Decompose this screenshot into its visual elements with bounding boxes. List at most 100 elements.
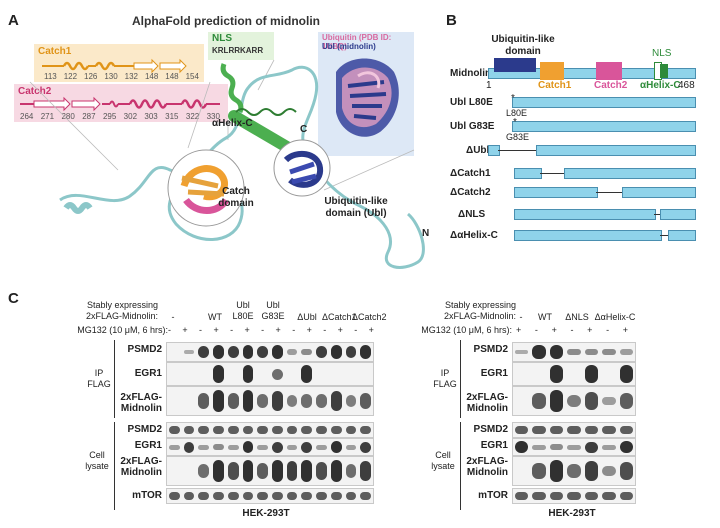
blot-band — [286, 349, 298, 355]
right-lys-psmd2-label: PSMD2 — [473, 424, 508, 435]
blot-band — [360, 345, 371, 359]
blot-band — [272, 492, 283, 500]
right-mg132-signs: + - + - + - + — [516, 325, 628, 335]
blot-band — [213, 365, 224, 383]
right-lysate-bracket — [460, 422, 465, 510]
right-blot-lys-egr1 — [512, 438, 636, 456]
blot-band — [183, 492, 195, 500]
row-name-delta-helix: ΔαHelix-C — [450, 230, 498, 241]
left-blot-ip-psmd2 — [166, 342, 374, 362]
left-mg132-signs: - + - + - + - + - + - + - + — [168, 325, 374, 335]
c-terminus-label: C — [300, 124, 308, 135]
sign: + — [516, 325, 522, 335]
blot-band — [316, 492, 327, 500]
blot-band — [602, 444, 616, 450]
blot-band — [242, 365, 254, 383]
left-lys-mtor-label: mTOR — [132, 490, 162, 501]
nls-inset: NLS KRLRRKARR — [208, 32, 274, 60]
sign: + — [244, 325, 250, 335]
blot-band — [242, 345, 254, 359]
catch2-tick: 302 — [123, 112, 138, 121]
blot-band — [213, 345, 224, 359]
blot-band — [549, 389, 564, 413]
blot-band — [286, 395, 298, 407]
catch2-ticks: 264 271 280 287 295 302 303 315 322 330 — [20, 112, 220, 121]
blot-band — [567, 464, 581, 478]
l80e-mut-label: L80E — [506, 108, 528, 118]
blot-band — [584, 426, 599, 434]
sign: + — [368, 325, 374, 335]
delta-ubl-gap — [498, 150, 536, 151]
l80e-star: * — [511, 93, 515, 104]
sign: + — [182, 325, 188, 335]
catch1-topology — [42, 58, 187, 74]
left-ip-psmd2-label: PSMD2 — [127, 344, 162, 355]
right-blot-ip-psmd2 — [512, 342, 636, 362]
blot-band — [286, 444, 298, 450]
catch1-tick: 126 — [84, 72, 98, 81]
g83e-bar — [512, 121, 696, 132]
nls-header: NLS — [652, 48, 672, 59]
delta-catch2-bar-a — [514, 187, 598, 198]
blot-band — [584, 348, 599, 356]
blot-band — [272, 390, 283, 412]
catch-domain-label: Catch domain — [218, 186, 254, 209]
row-name-delta-catch1: ΔCatch1 — [450, 168, 491, 179]
ubl-domain-label: Ubiquitin-like domain (Ubl) — [324, 196, 388, 219]
panel-b-label: B — [446, 12, 457, 29]
ubl-domain-box — [494, 58, 536, 72]
blot-band — [257, 462, 268, 480]
right-blot-lys-mtor — [512, 488, 636, 504]
blot-band — [198, 444, 210, 450]
blot-band — [198, 426, 210, 434]
catch1-ticks: 113 122 126 130 132 148 148 154 — [44, 72, 199, 81]
left-blot-lys-midnolin — [166, 456, 374, 486]
delta-helix-bar-b — [668, 230, 696, 241]
right-header-stably: Stably expressing 2xFLAG-Midnolin: — [443, 300, 516, 321]
right-group-wt: WT — [538, 312, 552, 322]
blot-band — [198, 345, 210, 359]
left-group-delta-catch1: ΔCatch1 — [322, 312, 357, 322]
left-blot-ip-midnolin — [166, 386, 374, 416]
blot-band — [515, 441, 529, 453]
blot-band — [227, 444, 239, 450]
blot-band — [584, 460, 599, 482]
right-lys-egr1-label: EGR1 — [480, 440, 508, 451]
left-blot-lys-mtor — [166, 488, 374, 504]
blot-band — [602, 348, 616, 356]
blot-band — [272, 441, 283, 453]
right-group-none: - — [519, 312, 523, 322]
blot-band — [515, 349, 529, 355]
blot-band — [584, 441, 599, 453]
catch2-tick: 280 — [61, 112, 75, 121]
left-lys-midnolin-label: 2xFLAG-Midnolin — [120, 456, 162, 478]
blot-band — [169, 426, 180, 434]
blot-band — [602, 492, 616, 500]
blot-band — [330, 426, 342, 434]
catch2-domain-box — [596, 62, 622, 80]
blot-band — [316, 345, 327, 359]
delta-nls-gap — [654, 214, 660, 215]
blot-band — [532, 462, 546, 480]
catch2-tick: 264 — [20, 112, 34, 121]
blot-band — [301, 459, 313, 483]
blot-band — [567, 492, 581, 500]
sign: + — [587, 325, 593, 335]
catch1-tick: 148 — [144, 72, 159, 81]
blot-band — [602, 426, 616, 434]
blot-band — [345, 395, 357, 407]
blot-band — [360, 492, 371, 500]
blot-band — [169, 444, 180, 450]
inset-legend-ubl: Ubl (midnolin) — [322, 42, 376, 51]
blot-band — [330, 390, 342, 412]
sign: - — [606, 325, 610, 335]
left-cell-line: HEK-293T — [242, 508, 290, 519]
sign: + — [622, 325, 628, 335]
catch2-label: Catch2 — [18, 86, 52, 97]
blot-band — [183, 349, 195, 355]
sign: - — [354, 325, 358, 335]
blot-band — [272, 345, 283, 359]
blot-band — [532, 444, 546, 450]
catch1-header: Catch1 — [538, 80, 572, 91]
blot-band — [301, 348, 313, 356]
